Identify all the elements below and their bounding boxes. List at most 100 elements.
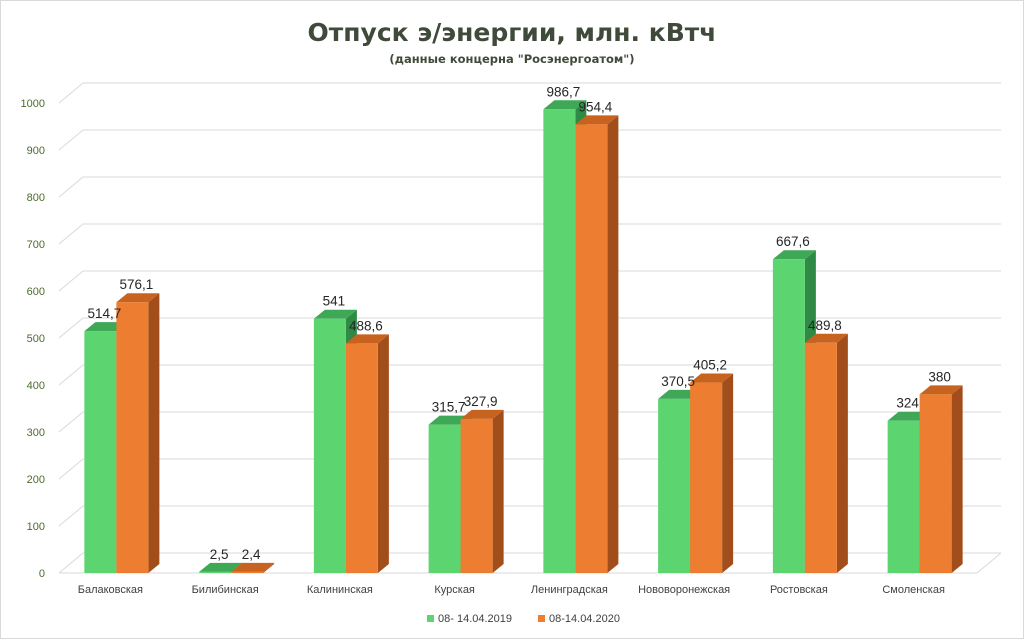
- gridline-depth: [58, 317, 84, 339]
- bar-side: [836, 333, 848, 573]
- gridline-depth: [58, 223, 84, 245]
- chart-title: Отпуск э/энергии, млн. кВтч: [308, 18, 717, 47]
- bar-front: [84, 331, 117, 573]
- bar-2020: [575, 115, 619, 573]
- bar-top: [460, 409, 504, 419]
- bar-side: [148, 293, 160, 573]
- bar-front: [199, 571, 232, 573]
- legend: 08- 14.04.2019 08-14.04.2020: [427, 613, 620, 625]
- data-label: 405,2: [693, 358, 727, 373]
- bar-front: [772, 259, 805, 573]
- bar-2020: [116, 293, 160, 573]
- bar-top: [313, 309, 357, 319]
- y-tick-label: 900: [27, 145, 45, 157]
- gridline-depth: [58, 364, 84, 386]
- bar-front: [345, 343, 378, 573]
- data-label: 667,6: [776, 234, 810, 249]
- bar-top: [772, 250, 816, 260]
- y-tick-label: 100: [27, 521, 45, 533]
- y-tick-label: 200: [27, 474, 45, 486]
- data-label: 315,7: [432, 400, 466, 415]
- bar-side: [607, 115, 619, 573]
- y-tick-label: 600: [27, 286, 45, 298]
- x-tick-label: Балаковская: [78, 584, 143, 596]
- grid-layer: [58, 82, 1002, 574]
- data-label: 327,9: [464, 394, 498, 409]
- bar-front: [231, 571, 264, 573]
- bar-front: [690, 382, 723, 573]
- legend-swatch: [538, 615, 545, 622]
- legend-item: 08-14.04.2020: [538, 613, 620, 625]
- x-tick-label: Нововоронежская: [638, 584, 730, 596]
- gridline-depth: [58, 505, 84, 527]
- bar-top: [690, 373, 734, 383]
- bar-side: [377, 334, 389, 573]
- bar-side: [263, 562, 275, 573]
- bar-front: [919, 394, 952, 573]
- data-label: 541: [323, 294, 346, 309]
- bar-front: [804, 342, 837, 573]
- bar-2020: [460, 409, 504, 573]
- gridline-depth: [58, 270, 84, 292]
- bar-top: [199, 562, 243, 572]
- bar-front: [658, 398, 691, 573]
- bar-layer: [84, 100, 963, 573]
- bar-front: [116, 302, 149, 573]
- data-label: 2,4: [242, 547, 261, 562]
- x-tick-label: Смоленская: [882, 584, 945, 596]
- gridline-depth: [58, 411, 84, 433]
- bar-front: [575, 124, 608, 573]
- y-tick-label: 800: [27, 192, 45, 204]
- bar-2020: [345, 334, 389, 573]
- bar-side: [722, 373, 734, 573]
- data-label: 514,7: [87, 306, 121, 321]
- bar-front: [313, 318, 346, 573]
- y-axis: 0 100 200 300 400 500 600 700 800 900 1000: [21, 98, 45, 580]
- legend-swatch: [427, 615, 434, 622]
- x-tick-label: Ростовская: [770, 584, 828, 596]
- bar-top: [575, 115, 619, 125]
- data-label: 986,7: [546, 84, 580, 99]
- data-label: 576,1: [119, 277, 153, 292]
- gridline-depth: [58, 458, 84, 480]
- y-tick-label: 700: [27, 239, 45, 251]
- bar-side: [951, 385, 963, 573]
- x-tick-label: Калининская: [307, 584, 373, 596]
- legend-item: 08- 14.04.2019: [427, 613, 512, 625]
- data-label: 954,4: [578, 99, 612, 114]
- bar-2020: [231, 562, 275, 573]
- y-tick-label: 1000: [21, 98, 45, 110]
- chart-subtitle: (данные концерна "Росэнергоатом"): [389, 52, 634, 66]
- gridline-depth: [58, 129, 84, 151]
- bar-top: [804, 333, 848, 343]
- data-label: 488,6: [349, 318, 383, 333]
- y-tick-label: 300: [27, 427, 45, 439]
- gridline-depth: [58, 176, 84, 198]
- bar-front: [460, 418, 493, 573]
- bar-top: [231, 562, 275, 572]
- gridline-depth: [58, 82, 84, 104]
- legend-label: 08-14.04.2020: [549, 613, 620, 625]
- legend-label: 08- 14.04.2019: [438, 613, 512, 625]
- y-tick-label: 400: [27, 380, 45, 392]
- y-tick-label: 0: [39, 568, 45, 580]
- data-label: 370,5: [661, 374, 695, 389]
- bar-side: [492, 409, 504, 573]
- bar-top: [345, 334, 389, 344]
- data-label: 2,5: [210, 547, 229, 562]
- x-tick-label: Курская: [434, 584, 475, 596]
- bar-front: [543, 109, 576, 573]
- floor-edge: [976, 552, 1002, 574]
- bar-2020: [804, 333, 848, 573]
- bar-front: [887, 420, 920, 573]
- data-label: 380: [928, 369, 951, 384]
- bar-top: [116, 293, 160, 303]
- x-tick-label: Ленинградская: [531, 584, 608, 596]
- y-tick-label: 500: [27, 333, 45, 345]
- bar-front: [428, 424, 461, 573]
- bar-2020: [690, 373, 734, 573]
- bar-2020: [919, 385, 963, 573]
